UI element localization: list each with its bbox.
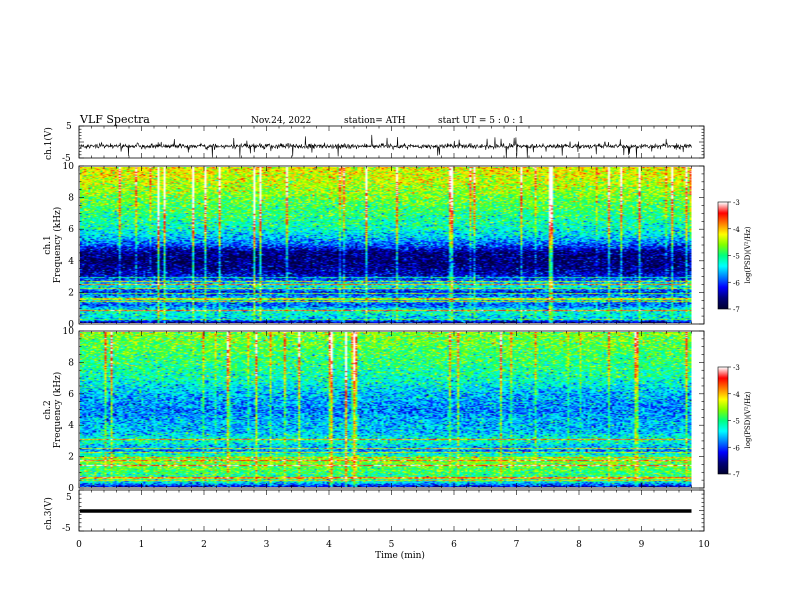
ch1-spec-frequency-tick-label: 8 bbox=[68, 194, 74, 204]
x-tick-label: 10 bbox=[698, 540, 710, 550]
ch1-ytick-bottom: -5 bbox=[62, 154, 71, 164]
ch2-frequency-tick-labels: 0 2 4 6 8 10 bbox=[63, 327, 75, 494]
x-axis-label: Time (min) bbox=[375, 550, 425, 561]
x-tick-label: 7 bbox=[514, 540, 520, 550]
ch1-waveform-trace bbox=[79, 134, 692, 159]
ch1-colorbar-tick-label: -4 bbox=[733, 226, 740, 234]
ch3-waveform-panel: 5 -5 ch.3(V) bbox=[43, 489, 705, 534]
ch2-colorbar-tick-label: -6 bbox=[733, 444, 740, 452]
ch1-colorbar-label: log(PSD)(V²/Hz) bbox=[744, 226, 752, 283]
ch2-spectrogram-ticks bbox=[78, 330, 705, 489]
ch2-colorbar-tick-label: -3 bbox=[733, 364, 740, 372]
ch2-spec-frequency-tick-label: 8 bbox=[68, 358, 74, 368]
ch1-colorbar bbox=[718, 202, 728, 309]
ch2-spectrogram-image bbox=[80, 332, 692, 487]
ch1-waveform-ylabel: ch.1(V) bbox=[43, 127, 54, 160]
ch2-colorbar-tick-label: -7 bbox=[733, 471, 740, 479]
ch1-spec-ylabel-line2: Frequency (kHz) bbox=[52, 207, 63, 284]
ch1-spectrogram-ticks bbox=[78, 165, 705, 325]
ch1-spectrogram-image bbox=[80, 167, 692, 323]
ch1-frequency-tick-labels: 0 2 4 6 8 10 bbox=[63, 162, 75, 330]
ch2-spec-frequency-tick-label: 6 bbox=[68, 390, 74, 400]
ch1-ytick-top: 5 bbox=[66, 122, 72, 132]
station-label: station= ATH bbox=[344, 116, 406, 126]
ch1-spec-frequency-tick-label: 10 bbox=[63, 162, 75, 172]
ch1-spec-frequency-tick-label: 4 bbox=[68, 257, 74, 267]
time-x-axis: 0 1 2 3 4 5 6 7 8 9 10 bbox=[76, 540, 710, 550]
ch2-colorbar bbox=[718, 367, 728, 474]
ch1-spec-ylabel-line1: ch.1 bbox=[43, 235, 53, 254]
ch1-colorbar-ticks: -3 -4 -5 -6 -7 bbox=[728, 199, 740, 314]
date-label: Nov.24, 2022 bbox=[251, 116, 311, 126]
x-tick-label: 4 bbox=[326, 540, 332, 550]
x-tick-label: 1 bbox=[139, 540, 145, 550]
ch1-spec-frequency-tick-label: 6 bbox=[68, 225, 74, 235]
ch2-colorbar-tick-label: -4 bbox=[733, 391, 740, 399]
ch2-spec-frequency-tick-label: 4 bbox=[68, 421, 74, 431]
ch3-ytick-bottom: -5 bbox=[62, 524, 71, 534]
ch3-waveform-ylabel: ch.3(V) bbox=[43, 497, 54, 530]
ch2-spec-frequency-tick-label: 0 bbox=[68, 484, 74, 494]
ch1-waveform-panel: 5 -5 ch.1(V) bbox=[43, 122, 705, 164]
x-tick-label: 6 bbox=[451, 540, 457, 550]
ch2-colorbar-ticks: -3 -4 -5 -6 -7 bbox=[728, 364, 740, 479]
ch1-colorbar-tick-label: -6 bbox=[733, 279, 740, 287]
figure-title: VLF Spectra bbox=[79, 113, 150, 126]
ch2-spec-frequency-tick-label: 2 bbox=[68, 453, 74, 463]
ch1-colorbar-tick-label: -5 bbox=[733, 253, 740, 261]
x-tick-label: 8 bbox=[576, 540, 582, 550]
ch1-waveform-ticks bbox=[78, 125, 705, 159]
ch3-waveform-ticks bbox=[78, 489, 705, 532]
ch2-colorbar-label: log(PSD)(V²/Hz) bbox=[744, 391, 752, 448]
ch2-spec-frequency-tick-label: 10 bbox=[63, 327, 75, 337]
ch2-colorbar-tick-label: -5 bbox=[733, 418, 740, 426]
x-tick-label: 2 bbox=[201, 540, 207, 550]
x-tick-label: 9 bbox=[639, 540, 645, 550]
ch2-spec-ylabel-line2: Frequency (kHz) bbox=[52, 372, 63, 449]
ch3-ytick-top: 5 bbox=[66, 493, 72, 503]
x-tick-label: 3 bbox=[264, 540, 270, 550]
ch1-spec-frequency-tick-label: 2 bbox=[68, 288, 74, 298]
ch2-spec-ylabel-line1: ch.2 bbox=[43, 400, 53, 419]
ch1-colorbar-tick-label: -3 bbox=[733, 199, 740, 207]
ch1-spec-frequency-tick-label: 0 bbox=[68, 320, 74, 330]
start-ut-label: start UT = 5 : 0 : 1 bbox=[438, 116, 524, 126]
x-tick-label: 0 bbox=[76, 540, 82, 550]
ch1-colorbar-tick-label: -7 bbox=[733, 306, 740, 314]
x-tick-label: 5 bbox=[389, 540, 395, 550]
